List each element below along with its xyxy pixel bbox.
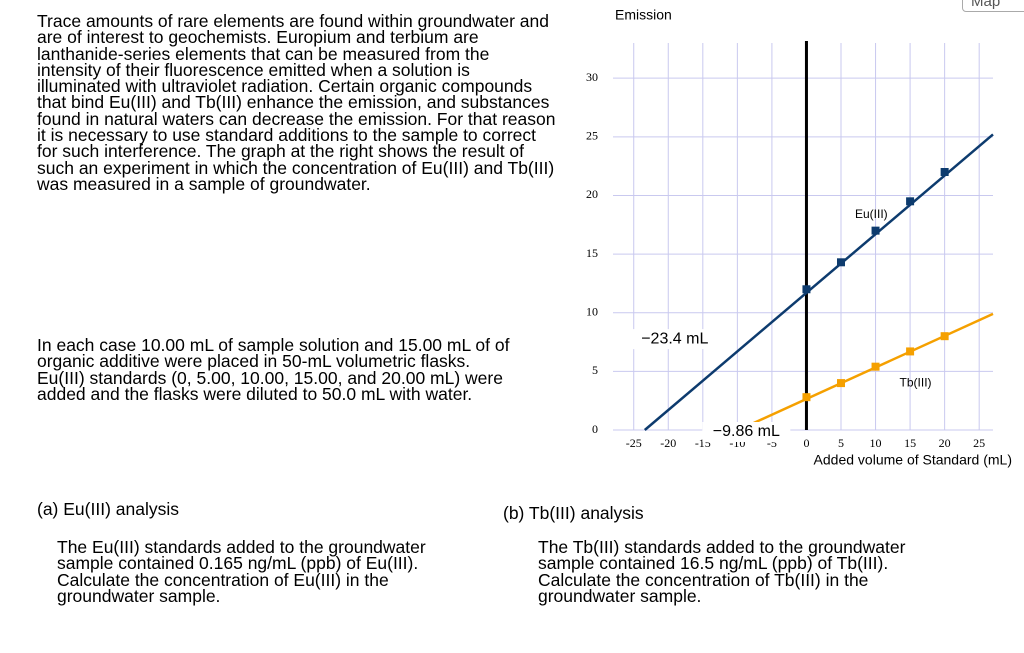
series-label: Tb(III) (900, 375, 932, 389)
annotation: −23.4 mL (641, 330, 708, 347)
part-b-title: (b) Tb(III) analysis (503, 503, 644, 523)
x-tick-label: -25 (626, 436, 642, 450)
data-point (906, 347, 915, 356)
data-point (871, 226, 880, 235)
y-axis-title: Emission (615, 7, 672, 23)
x-tick-label: -20 (660, 436, 676, 450)
x-tick-label: 25 (973, 436, 985, 450)
intro: Trace amounts of rare elements are found… (37, 11, 556, 194)
x-tick-label: 5 (838, 436, 844, 450)
y-tick-label: 30 (586, 70, 598, 84)
procedure: In each case 10.00 mL of sample solution… (37, 335, 510, 404)
map-button[interactable]: Map (962, 0, 1024, 12)
y-tick-label: 0 (592, 422, 598, 436)
part-b-text: The Tb(III) standards added to the groun… (538, 537, 906, 606)
x-tick-label: 0 (803, 436, 809, 450)
y-tick-label: 10 (586, 304, 598, 318)
data-point (802, 285, 811, 294)
x-axis-title: Added volume of Standard (mL) (814, 452, 1012, 468)
series-label: Eu(III) (855, 207, 888, 221)
y-tick-label: 25 (586, 129, 598, 143)
x-tick-label: -5 (767, 436, 777, 450)
data-point (871, 362, 880, 371)
data-point (837, 258, 845, 267)
y-tick-label: 15 (586, 246, 598, 260)
annotation-bg (630, 329, 719, 350)
data-point (906, 197, 915, 206)
data-point (940, 332, 949, 341)
part-a-title: (a) Eu(III) analysis (37, 499, 179, 519)
x-tick-label: 15 (904, 436, 916, 450)
fit-line (643, 133, 994, 431)
x-tick-label: 20 (939, 436, 951, 450)
annotation-bg (702, 422, 791, 442)
data-point (940, 168, 949, 176)
part-a-text: The Eu(III) standards added to the groun… (57, 537, 426, 606)
annotation: −9.86 mL (713, 423, 780, 440)
data-point (802, 393, 811, 402)
y-tick-label: 20 (586, 187, 598, 201)
fit-line (737, 312, 994, 432)
x-tick-label: 10 (870, 436, 882, 450)
y-tick-label: 5 (592, 363, 598, 377)
data-point (837, 379, 845, 388)
